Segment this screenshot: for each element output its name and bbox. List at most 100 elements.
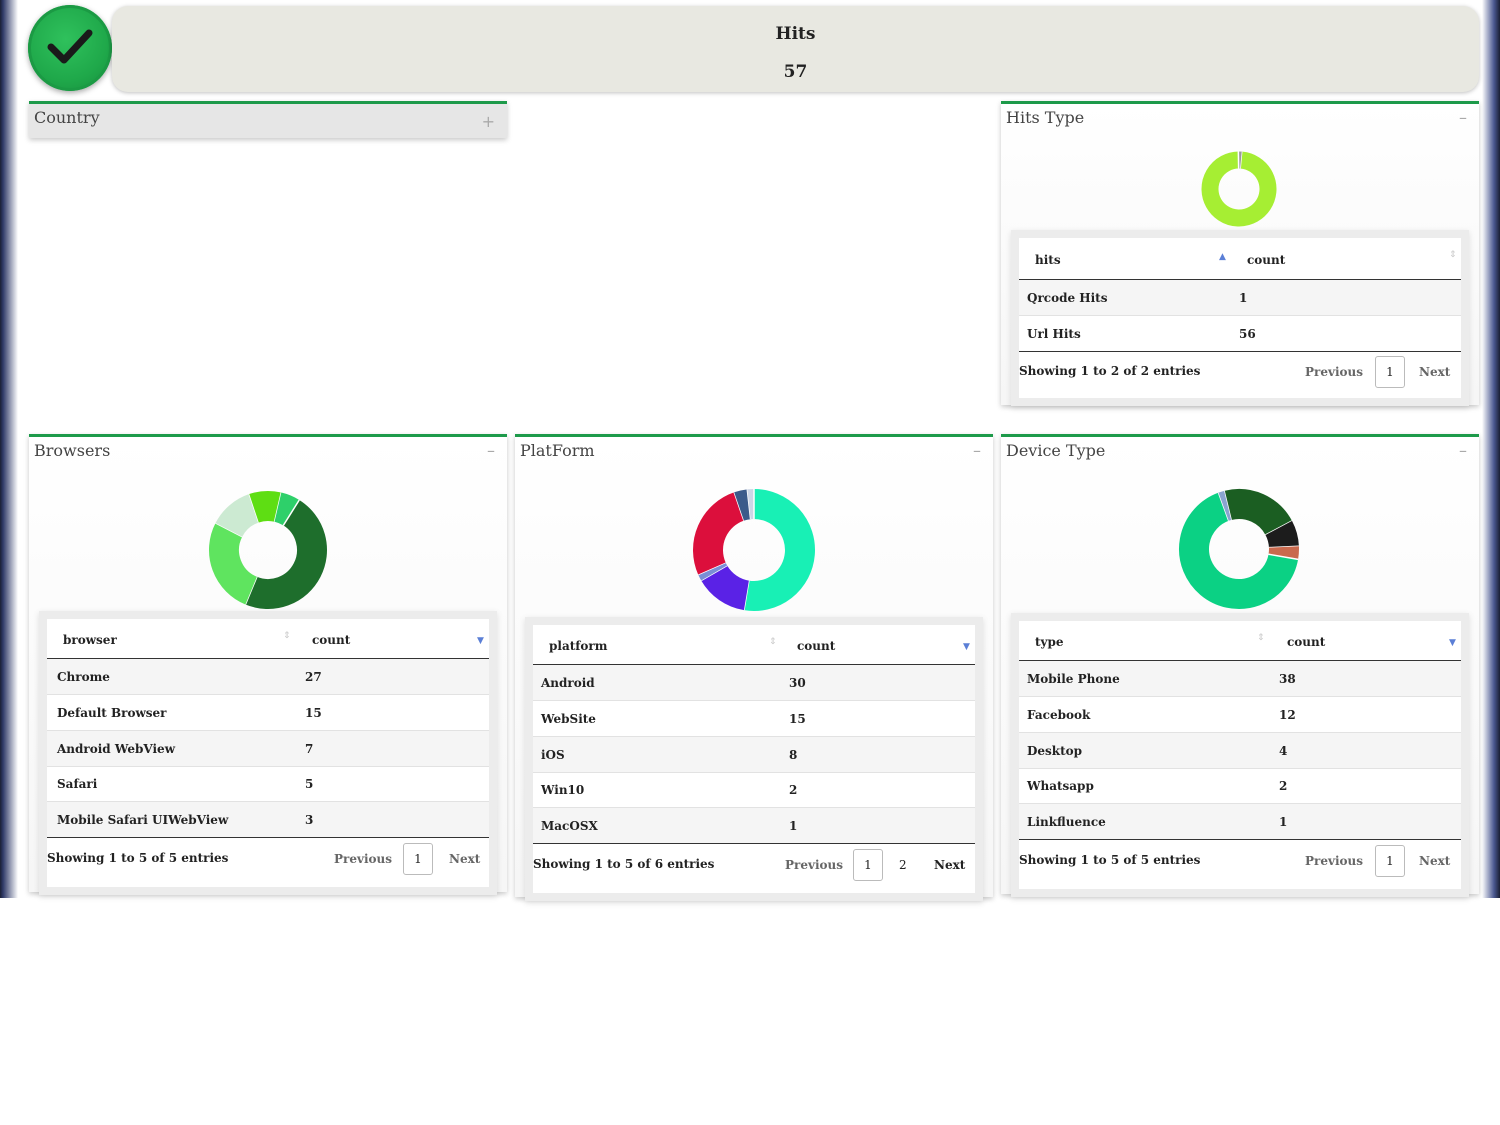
hits-summary-value: 57 [783,62,808,82]
donut-slice-mobile-phone[interactable] [1179,492,1299,609]
donut-slice-win10[interactable] [734,489,751,521]
table-row: WebSite 15 [533,701,975,737]
sort-both-icon[interactable]: ⇕ [1449,250,1457,260]
check-icon [28,5,112,91]
page-1-button[interactable]: 1 [853,849,883,881]
next-button[interactable]: Next [934,858,966,872]
slice-separator [282,499,300,526]
table-row: Facebook 12 [1019,697,1461,733]
donut-slice-whatsapp[interactable] [1268,546,1299,560]
panel-title: Hits Type [1006,108,1085,127]
donut-slice-other[interactable] [698,562,728,581]
slice-separator [1224,490,1233,521]
column-header-browser[interactable]: browser [63,633,117,647]
platform-panel: PlatForm – platform ⇕ count ▼ Android 30… [515,434,993,897]
cell-count: 5 [305,777,314,791]
table-row: Chrome 27 [47,659,489,695]
sort-desc-icon[interactable]: ▼ [1449,638,1456,648]
donut-slice-desktop[interactable] [1265,520,1299,549]
browsers-panel: Browsers – browser ⇕ count ▼ Chrome 27 D… [29,434,507,892]
table-row: MacOSX 1 [533,808,975,844]
previous-button[interactable]: Previous [334,852,392,866]
donut-slice-safari[interactable] [249,491,282,523]
table-row: Win10 2 [533,772,975,808]
donut-slice-default-browser[interactable] [209,522,258,605]
next-button[interactable]: Next [449,852,481,866]
cell-type: Whatsapp [1027,779,1094,793]
cell-count: 12 [1279,708,1296,722]
donut-slice-url-hits[interactable] [1201,151,1277,227]
column-header-count[interactable]: count [1247,253,1286,267]
column-header-count[interactable]: count [797,639,836,653]
table-row: Android 30 [533,665,975,701]
browsers-table: browser ⇕ count ▼ Chrome 27 Default Brow… [47,619,489,887]
collapse-icon[interactable]: – [1459,108,1467,127]
cell-count: 7 [305,742,314,756]
hits-type-donut-chart [1201,151,1277,227]
cell-count: 1 [1279,815,1288,829]
table-header-row: type ⇕ count ▼ [1019,621,1461,661]
donut-slice-android-webview[interactable] [215,494,260,538]
page-1-button[interactable]: 1 [1375,845,1405,877]
expand-icon[interactable]: + [481,112,495,131]
donut-slice-chrome[interactable] [245,499,327,609]
collapse-icon[interactable]: – [487,441,495,460]
hits-type-panel: Hits Type – hits ▲ count ⇕ Qrcode Hits 1… [1001,101,1479,405]
cell-platform: Win10 [541,783,585,797]
collapse-icon[interactable]: – [973,441,981,460]
sort-both-icon[interactable]: ⇕ [283,631,291,641]
donut-slice-mobile-safari-uiwebview[interactable] [273,492,300,526]
country-panel: Country + [29,101,507,138]
cell-type: Mobile Phone [1027,672,1120,686]
panel-title: Device Type [1006,441,1106,460]
cell-hits: Qrcode Hits [1027,291,1108,305]
table-info: Showing 1 to 5 of 5 entries [47,851,229,865]
sort-desc-icon[interactable]: ▼ [477,636,484,646]
cell-platform: Android [541,676,595,690]
platform-table: platform ⇕ count ▼ Android 30 WebSite 15… [533,625,975,893]
cell-type: Linkfluence [1027,815,1106,829]
pagination: Previous 1 Next [1019,356,1461,390]
sort-both-icon[interactable]: ⇕ [1257,633,1265,643]
cell-count: 30 [789,676,806,690]
table-header-row: platform ⇕ count ▼ [533,625,975,665]
collapse-icon[interactable]: – [1459,441,1467,460]
table-row: Mobile Phone 38 [1019,661,1461,697]
device-type-donut-chart [1179,489,1299,609]
table-header-row: browser ⇕ count ▼ [47,619,489,659]
sort-desc-icon[interactable]: ▼ [963,642,970,652]
hits-type-table: hits ▲ count ⇕ Qrcode Hits 1 Url Hits 56… [1019,238,1461,398]
previous-button[interactable]: Previous [1305,854,1363,868]
donut-slice-website[interactable] [693,492,745,575]
column-header-platform[interactable]: platform [549,639,608,653]
page-1-button[interactable]: 1 [1375,356,1405,388]
column-header-type[interactable]: type [1035,635,1064,649]
cell-count: 38 [1279,672,1296,686]
sort-both-icon[interactable]: ⇕ [769,637,777,647]
cell-browser: Safari [57,777,98,791]
donut-slice-ios[interactable] [701,564,750,611]
cell-platform: MacOSX [541,819,598,833]
cell-browser: Default Browser [57,706,167,720]
sort-asc-icon[interactable]: ▲ [1219,252,1226,262]
platform-donut-chart [693,489,815,611]
table-row: Linkfluence 1 [1019,804,1461,840]
column-header-hits[interactable]: hits [1035,253,1061,267]
device-type-panel: Device Type – type ⇕ count ▼ Mobile Phon… [1001,434,1479,894]
next-button[interactable]: Next [1419,365,1451,379]
table-row: Mobile Safari UIWebView 3 [47,802,489,838]
next-button[interactable]: Next [1419,854,1451,868]
panel-title: Country [34,108,100,127]
donut-slice-android[interactable] [743,489,815,611]
table-row: Desktop 4 [1019,733,1461,769]
table-row: Safari 5 [47,766,489,802]
column-header-count[interactable]: count [1287,635,1326,649]
page-1-button[interactable]: 1 [403,843,433,875]
cell-count: 2 [1279,779,1288,793]
previous-button[interactable]: Previous [785,858,843,872]
table-header-row: hits ▲ count ⇕ [1019,238,1461,280]
donut-slice-facebook[interactable] [1224,489,1293,536]
page-2-button[interactable]: 2 [899,858,907,872]
previous-button[interactable]: Previous [1305,365,1363,379]
column-header-count[interactable]: count [312,633,351,647]
